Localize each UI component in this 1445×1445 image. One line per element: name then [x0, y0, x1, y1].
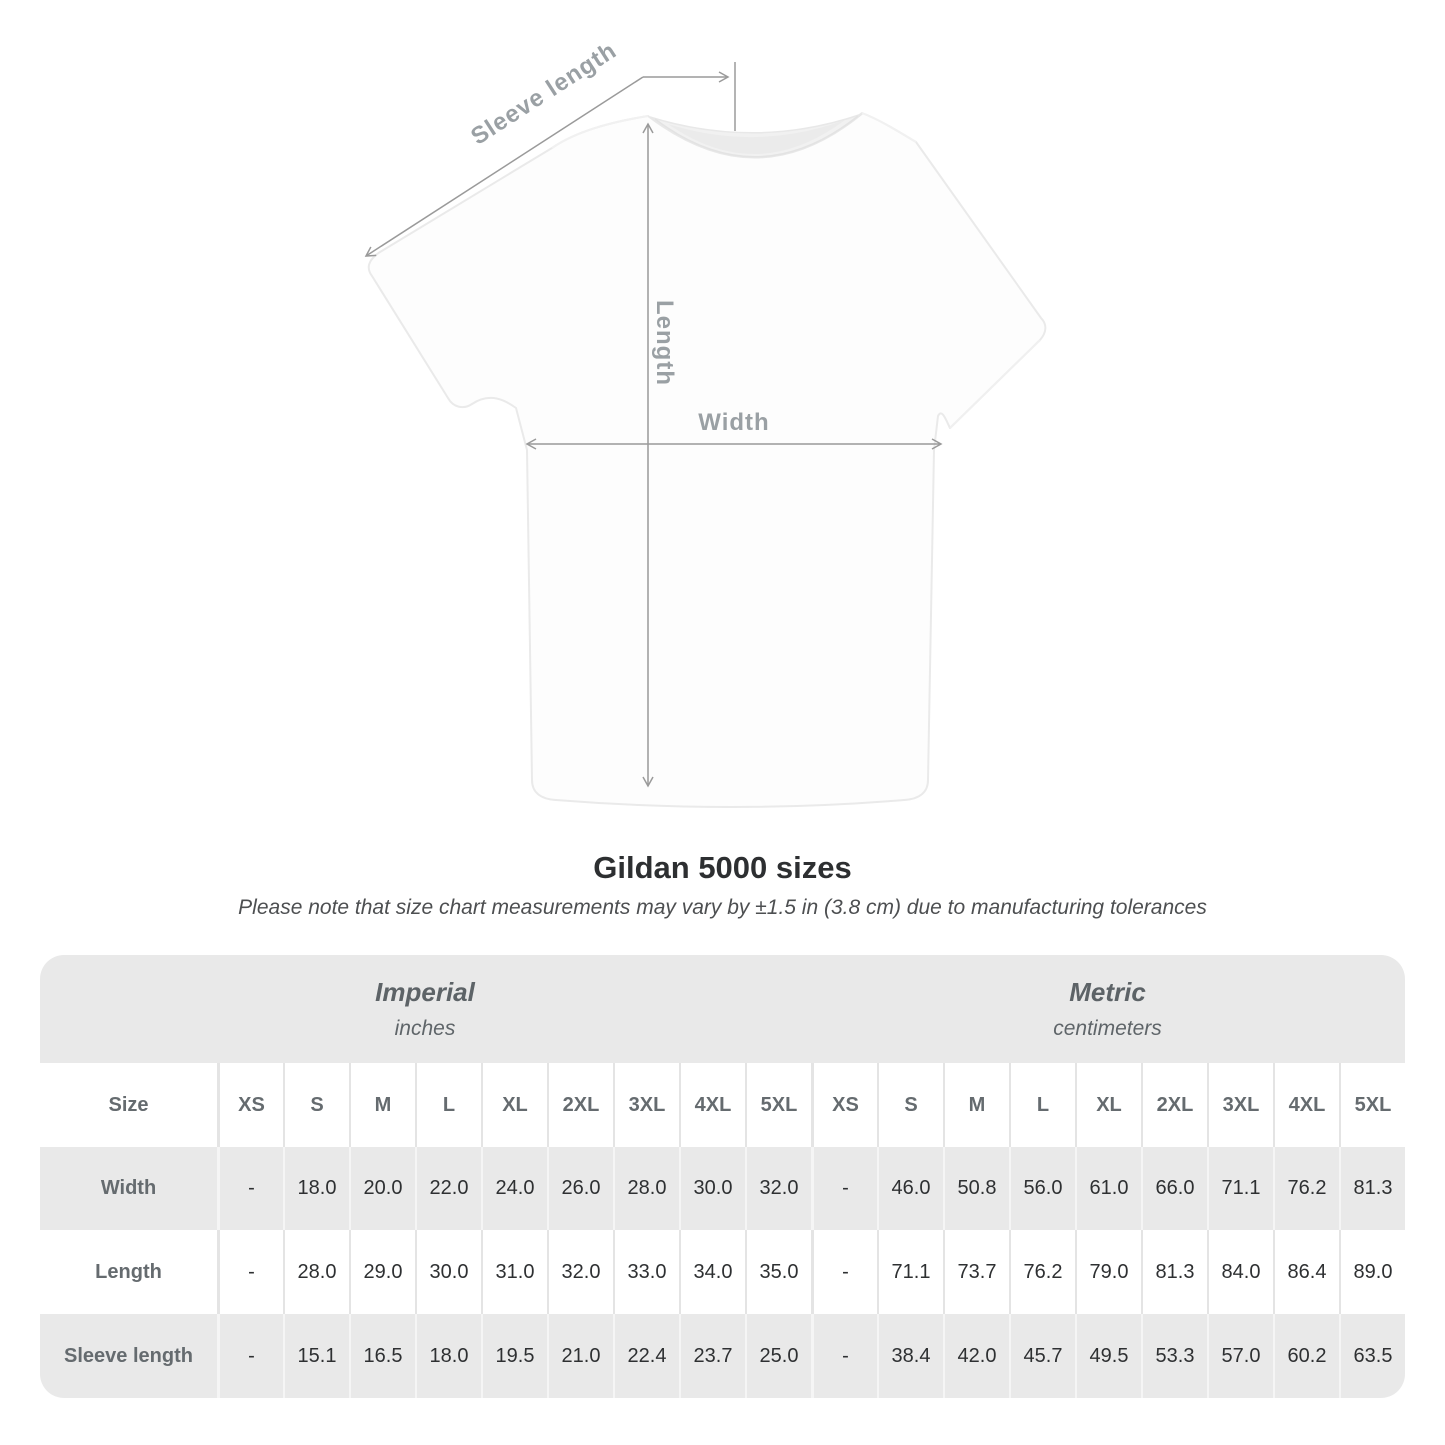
- width-value-cell: 71.1: [1207, 1147, 1273, 1230]
- width-value-cell: -: [217, 1147, 283, 1230]
- row-label-width: Width: [100, 1177, 157, 1199]
- width-value-cell: 22.0: [415, 1147, 481, 1230]
- size-header-cell: S: [877, 1063, 943, 1147]
- sleeve-value-cell: 22.4: [613, 1314, 679, 1398]
- width-value-cell: 66.0: [1141, 1147, 1207, 1230]
- length-value-cell: 35.0: [745, 1230, 811, 1314]
- length-value-cell: 79.0: [1075, 1230, 1141, 1314]
- size-header-cell: 2XL: [1141, 1063, 1207, 1147]
- size-header-cell: L: [1009, 1063, 1075, 1147]
- width-value-cell: 61.0: [1075, 1147, 1141, 1230]
- width-value-cell: 18.0: [283, 1147, 349, 1230]
- sleeve-value-cell: 42.0: [943, 1314, 1009, 1398]
- page-title: Gildan 5000 sizes: [593, 850, 852, 885]
- sleeve-value-cell: -: [217, 1314, 283, 1398]
- width-value-cell: 56.0: [1009, 1147, 1075, 1230]
- table-row-sleeve-length: Sleeve length -15.1 16.5 18.0 19.5 21.0 22.4 2…: [40, 1314, 1405, 1398]
- size-header-cell: 2XL: [547, 1063, 613, 1147]
- size-header-cell: XL: [1075, 1063, 1141, 1147]
- length-value-cell: 73.7: [943, 1230, 1009, 1314]
- imperial-section-title: Imperial: [375, 977, 475, 1007]
- metric-section: Metric centimeters: [810, 955, 1405, 1063]
- length-value-cell: 71.1: [877, 1230, 943, 1314]
- size-table: Imperial inches Metric centimeters Size …: [40, 955, 1405, 1398]
- size-header-cell: L: [415, 1063, 481, 1147]
- size-column-header: Size: [108, 1093, 149, 1116]
- length-value-cell: 89.0: [1339, 1230, 1405, 1314]
- length-value-cell: 31.0: [481, 1230, 547, 1314]
- size-header-cell: 4XL: [679, 1063, 745, 1147]
- tshirt-graphic: [367, 112, 1047, 808]
- length-value-cell: 32.0: [547, 1230, 613, 1314]
- length-value-cell: 86.4: [1273, 1230, 1339, 1314]
- sleeve-value-cell: 23.7: [679, 1314, 745, 1398]
- sleeve-value-cell: -: [811, 1314, 877, 1398]
- size-header-cell: S: [283, 1063, 349, 1147]
- size-header-cell: XL: [481, 1063, 547, 1147]
- width-value-cell: 28.0: [613, 1147, 679, 1230]
- sleeve-value-cell: 63.5: [1339, 1314, 1405, 1398]
- size-header-cell: XS: [811, 1063, 877, 1147]
- width-value-cell: 32.0: [745, 1147, 811, 1230]
- size-header-cell: 5XL: [745, 1063, 811, 1147]
- sleeve-value-cell: 38.4: [877, 1314, 943, 1398]
- tolerance-note: Please note that size chart measurements…: [238, 896, 1207, 919]
- imperial-section-unit: inches: [394, 1017, 456, 1040]
- size-header-cell: M: [943, 1063, 1009, 1147]
- metric-section-unit: centimeters: [1053, 1017, 1162, 1040]
- width-value-cell: 76.2: [1273, 1147, 1339, 1230]
- size-header-cell: 5XL: [1339, 1063, 1405, 1147]
- length-value-cell: 28.0: [283, 1230, 349, 1314]
- size-header-cell: XS: [217, 1063, 283, 1147]
- sleeve-value-cell: 16.5: [349, 1314, 415, 1398]
- size-header-cell: 4XL: [1273, 1063, 1339, 1147]
- table-row-width: Width -18.0 20.0 22.0 24.0 26.0 28.0 30.0 32.0-…: [40, 1147, 1405, 1230]
- sleeve-value-cell: 60.2: [1273, 1314, 1339, 1398]
- table-section-header: Imperial inches Metric centimeters: [40, 955, 1405, 1063]
- length-label: Length: [651, 300, 678, 386]
- length-value-cell: 30.0: [415, 1230, 481, 1314]
- length-value-cell: -: [811, 1230, 877, 1314]
- width-value-cell: -: [811, 1147, 877, 1230]
- size-header-cell: M: [349, 1063, 415, 1147]
- sleeve-value-cell: 45.7: [1009, 1314, 1075, 1398]
- sleeve-value-cell: 25.0: [745, 1314, 811, 1398]
- row-label-sleeve-length: Sleeve length: [64, 1344, 193, 1367]
- width-value-cell: 20.0: [349, 1147, 415, 1230]
- length-value-cell: -: [217, 1230, 283, 1314]
- length-value-cell: 34.0: [679, 1230, 745, 1314]
- width-label: Width: [698, 409, 769, 436]
- size-header-cell: 3XL: [613, 1063, 679, 1147]
- tshirt-diagram: Sleeve length Length Width: [364, 37, 1047, 808]
- sleeve-value-cell: 18.0: [415, 1314, 481, 1398]
- sleeve-value-cell: 15.1: [283, 1314, 349, 1398]
- width-value-cell: 30.0: [679, 1147, 745, 1230]
- sleeve-value-cell: 21.0: [547, 1314, 613, 1398]
- width-value-cell: 24.0: [481, 1147, 547, 1230]
- table-header-row: Size XS S M L XL 2XL 3XL 4XL 5XL XS S M L XL 2XL 3XL 4XL…: [40, 1063, 1405, 1147]
- sleeve-value-cell: 57.0: [1207, 1314, 1273, 1398]
- length-value-cell: 84.0: [1207, 1230, 1273, 1314]
- sleeve-length-arrow: [364, 76, 644, 257]
- metric-section-title: Metric: [1069, 977, 1146, 1007]
- sleeve-value-cell: 19.5: [481, 1314, 547, 1398]
- row-label-length: Length: [95, 1260, 162, 1283]
- length-value-cell: 76.2: [1009, 1230, 1075, 1314]
- table-row-length: Length -28.0 29.0 30.0 31.0 32.0 33.0 34.0 35.0…: [40, 1230, 1405, 1314]
- size-header-cell: 3XL: [1207, 1063, 1273, 1147]
- length-value-cell: 33.0: [613, 1230, 679, 1314]
- sleeve-value-cell: 49.5: [1075, 1314, 1141, 1398]
- width-value-cell: 50.8: [943, 1147, 1009, 1230]
- imperial-section: Imperial inches: [40, 955, 810, 1063]
- width-value-cell: 81.3: [1339, 1147, 1405, 1230]
- length-value-cell: 29.0: [349, 1230, 415, 1314]
- width-value-cell: 26.0: [547, 1147, 613, 1230]
- width-value-cell: 46.0: [877, 1147, 943, 1230]
- sleeve-value-cell: 53.3: [1141, 1314, 1207, 1398]
- length-value-cell: 81.3: [1141, 1230, 1207, 1314]
